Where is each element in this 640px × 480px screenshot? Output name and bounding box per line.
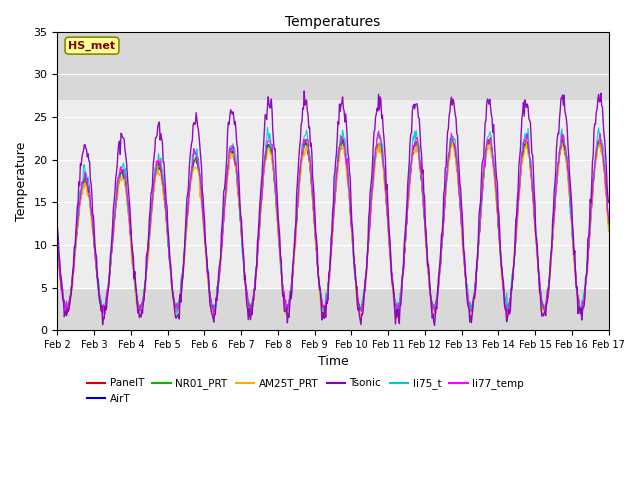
Legend: PanelT, AirT, NR01_PRT, AM25T_PRT, Tsonic, li75_t, li77_temp: PanelT, AirT, NR01_PRT, AM25T_PRT, Tsoni… (83, 374, 528, 408)
Bar (58, 100, 609, 288)
Y-axis label: Temperature: Temperature (15, 141, 28, 221)
X-axis label: Time: Time (317, 356, 348, 369)
Text: HS_met: HS_met (68, 40, 116, 51)
Title: Temperatures: Temperatures (285, 15, 381, 29)
